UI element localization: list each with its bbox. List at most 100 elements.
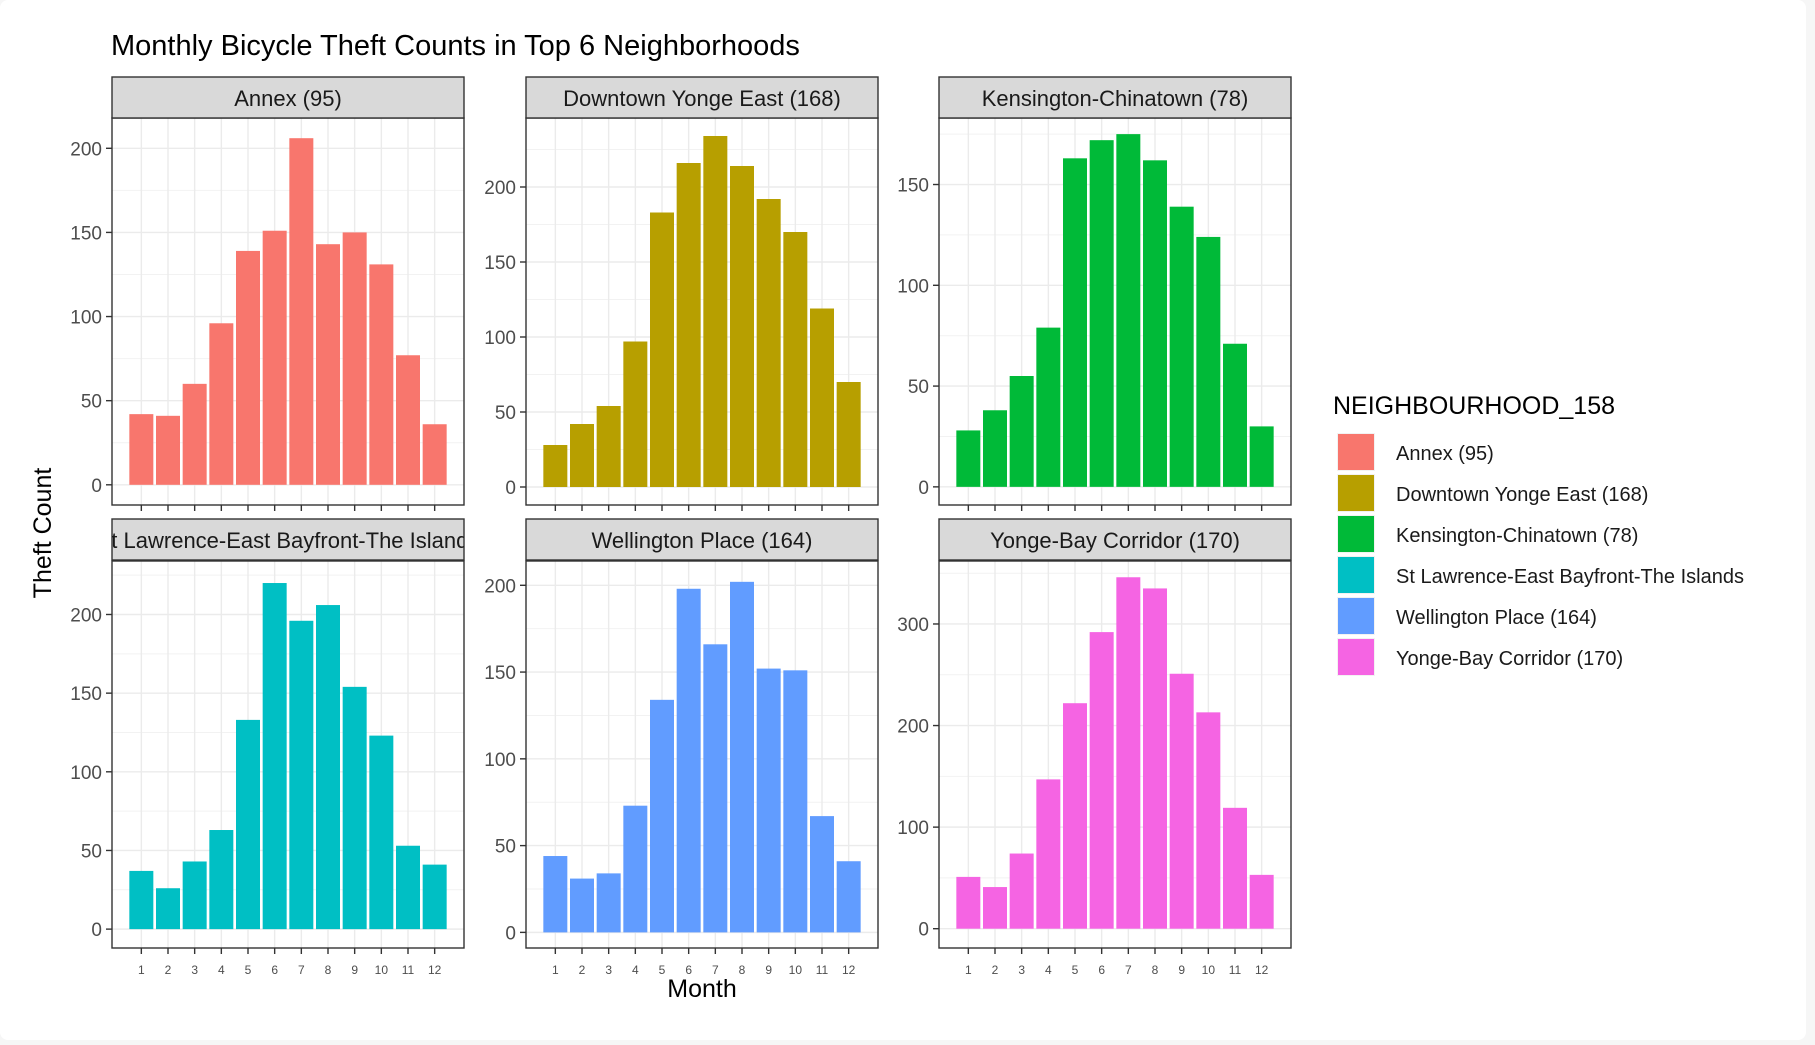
facet-strip — [938, 76, 1292, 119]
bar — [956, 876, 981, 929]
y-tick-label: 200 — [70, 605, 102, 626]
x-tick-label: 11 — [816, 963, 829, 977]
y-tick-label: 0 — [918, 920, 929, 941]
y-tick-label: 0 — [91, 476, 102, 497]
y-tick-label: 100 — [70, 308, 102, 329]
legend-item: Downtown Yonge East (168) — [1337, 474, 1648, 512]
bar — [596, 406, 621, 487]
bar — [369, 735, 394, 930]
facet-strip — [938, 518, 1292, 561]
y-tick-label: 150 — [484, 663, 516, 684]
bar — [369, 264, 394, 485]
y-tick-label: 300 — [897, 615, 929, 636]
bar — [1063, 158, 1087, 487]
x-tick-label: 10 — [375, 963, 389, 977]
x-tick-label: 3 — [605, 963, 612, 977]
x-tick-label: 6 — [271, 963, 278, 977]
y-tick-label: 100 — [484, 328, 516, 349]
bar — [730, 581, 754, 933]
legend-swatch — [1338, 516, 1374, 552]
bar — [236, 250, 260, 485]
bar — [836, 861, 861, 933]
x-tick-label: 2 — [165, 963, 172, 977]
panel-border — [938, 560, 1292, 949]
x-tick-label: 3 — [191, 963, 198, 977]
x-tick-label: 11 — [1229, 963, 1242, 977]
facet-strip — [525, 518, 879, 561]
x-tick-label: 10 — [1202, 963, 1216, 977]
x-tick-label: 9 — [351, 963, 358, 977]
facet-strip — [525, 76, 879, 119]
y-tick-label: 0 — [918, 478, 929, 499]
y-tick-label: 200 — [70, 139, 102, 160]
x-tick-label: 3 — [1018, 963, 1025, 977]
y-tick-label: 200 — [484, 178, 516, 199]
y-tick-label: 50 — [495, 403, 516, 424]
y-tick-label: 150 — [897, 176, 929, 197]
facet-strip-label: Yonge-Bay Corridor (170) — [990, 528, 1240, 553]
bar — [1249, 874, 1274, 929]
bar — [783, 232, 808, 487]
bar — [1196, 236, 1221, 487]
y-tick-label: 200 — [484, 576, 516, 597]
y-tick-label: 100 — [897, 818, 929, 839]
y-tick-label: 50 — [81, 392, 102, 413]
facet-panel: St Lawrence-East Bayfront-The Islands 0 50… — [70, 518, 480, 977]
legend-item: Wellington Place (164) — [1337, 597, 1597, 635]
bar — [703, 644, 728, 933]
x-tick-label: 10 — [789, 963, 803, 977]
bar — [1089, 632, 1114, 929]
x-tick-label: 7 — [298, 963, 305, 977]
y-tick-label: 0 — [505, 478, 516, 499]
x-tick-label: 12 — [842, 963, 856, 977]
x-tick-label: 1 — [965, 963, 972, 977]
y-tick-label: 0 — [505, 923, 516, 944]
legend-label: Downtown Yonge East (168) — [1396, 484, 1648, 506]
bar — [650, 212, 674, 487]
bar — [182, 383, 207, 485]
legend-swatch — [1338, 475, 1374, 511]
legend-label: Wellington Place (164) — [1396, 607, 1597, 629]
x-tick-label: 9 — [765, 963, 772, 977]
legend-item: Annex (95) — [1337, 433, 1494, 471]
y-tick-label: 150 — [484, 253, 516, 274]
bar — [342, 686, 367, 930]
bar — [623, 805, 648, 933]
x-tick-label: 2 — [992, 963, 999, 977]
facet-strip-label: St Lawrence-East Bayfront-The Islands — [97, 528, 480, 553]
x-tick-label: 8 — [325, 963, 332, 977]
x-tick-label: 7 — [712, 963, 719, 977]
bar — [1036, 779, 1061, 929]
bar — [289, 620, 314, 930]
bar — [156, 888, 180, 930]
legend-label: Kensington-Chinatown (78) — [1396, 525, 1638, 547]
legend-swatch — [1338, 639, 1374, 675]
bar — [316, 244, 340, 485]
bar — [209, 323, 234, 485]
bar — [836, 382, 861, 487]
bar — [956, 430, 981, 487]
legend-item: Kensington-Chinatown (78) — [1337, 515, 1638, 553]
legend-swatch — [1338, 598, 1374, 634]
bar — [182, 861, 207, 930]
bar — [570, 424, 594, 487]
bar — [1143, 160, 1167, 487]
facet-panel: Annex (95) 0 50 100 150 200 — [70, 76, 465, 511]
y-tick-label: 150 — [70, 223, 102, 244]
x-tick-label: 4 — [1045, 963, 1052, 977]
bar — [1009, 853, 1034, 929]
bar — [676, 588, 701, 933]
legend-title: NEIGHBOURHOOD_158 — [1333, 392, 1615, 420]
legend-label: Annex (95) — [1396, 443, 1494, 465]
x-tick-label: 12 — [1255, 963, 1269, 977]
x-tick-label: 7 — [1125, 963, 1132, 977]
bar — [1089, 140, 1114, 487]
y-axis-label: Theft Count — [29, 468, 57, 599]
bar — [1116, 577, 1141, 929]
bar — [1223, 343, 1247, 487]
bar — [730, 166, 754, 487]
bar — [543, 445, 568, 487]
bar — [396, 355, 420, 485]
